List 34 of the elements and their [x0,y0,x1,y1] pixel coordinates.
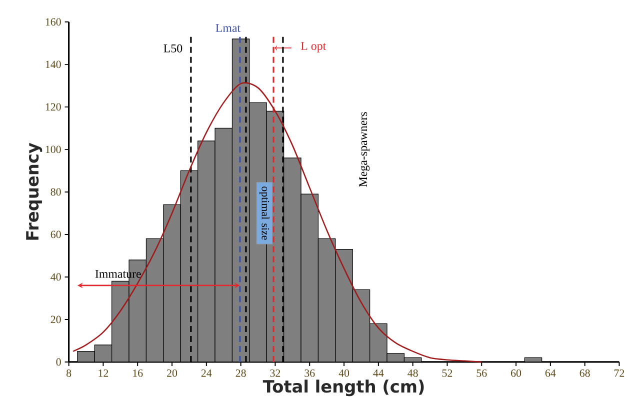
y-tick-label: 20 [50,316,61,324]
x-tick-label: 44 [373,370,384,377]
y-tick-label: 0 [56,358,61,366]
x-tick-label: 72 [614,370,624,377]
y-tick-label: 40 [50,273,61,281]
x-tick-label: 16 [133,370,143,377]
x-tick-label: 56 [476,370,487,377]
y-tick-label: 60 [50,230,61,238]
y-axis-title: Frequency [26,142,42,240]
ref-line-label: L50 [164,44,182,53]
x-tick-label: 8 [66,370,72,377]
y-tick-label: 120 [46,103,61,111]
x-axis-title: Total length (cm) [262,380,424,396]
y-tick-label: 140 [46,60,61,68]
line-series [72,82,482,363]
ref-line-label: L opt [300,42,326,53]
x-tick-label: 52 [442,370,452,377]
x-tick-label: 20 [167,370,178,377]
x-tick-label: 60 [511,370,522,377]
y-tick-label: 100 [46,146,61,154]
annotation: Mega-spawners [359,112,370,187]
x-tick-label: 24 [201,370,212,377]
x-tick-label: 40 [338,370,350,377]
x-tick-label: 36 [304,370,315,377]
x-tick-label: 32 [270,370,280,377]
x-tick-label: 28 [236,370,246,377]
x-tick-label: 12 [98,370,108,377]
x-tick-label: 68 [580,370,590,377]
ref-line-label: Lmat [216,24,241,32]
y-tick-label: 160 [46,18,61,26]
x-tick-label: 48 [408,370,418,377]
annotation: optimal size [260,186,270,240]
y-tick-label: 80 [50,188,61,196]
x-tick-label: 64 [545,370,556,377]
